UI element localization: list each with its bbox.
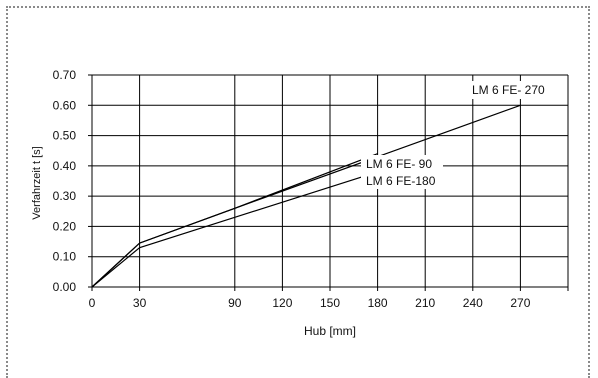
x-tick-label-90: 90	[228, 296, 242, 310]
y-tick-label-0.20: 0.20	[53, 219, 77, 233]
y-tick-label-0.40: 0.40	[53, 159, 77, 173]
x-tick-label-150: 150	[320, 296, 340, 310]
label-box-270	[466, 81, 566, 99]
x-tick-label-240: 240	[463, 296, 483, 310]
x-tick-label-210: 210	[415, 296, 435, 310]
series-label-180: LM 6 FE-180	[366, 174, 436, 188]
y-tick-label-0.10: 0.10	[53, 250, 77, 264]
x-tick-label-120: 120	[272, 296, 292, 310]
y-tick-label-0.30: 0.30	[53, 189, 77, 203]
series-label-270: LM 6 FE- 270	[472, 83, 545, 97]
y-tick-label-0.70: 0.70	[53, 68, 77, 82]
series-line-2	[91, 153, 378, 288]
label-box-90-180	[361, 155, 443, 189]
y-axis-label: Verfahrzeit t [s]	[31, 146, 43, 219]
x-tick-label-0: 0	[89, 296, 96, 310]
series-label-90: LM 6 FE- 90	[366, 157, 432, 171]
x-tick-label-270: 270	[510, 296, 530, 310]
tick-labels: 0 30 90 120 150 180 210 240 270 0.00 0.10 0.20 0.30 0…	[53, 68, 531, 310]
y-tick-label-0.60: 0.60	[53, 98, 77, 112]
series-line-3	[91, 171, 378, 288]
x-tick-label-30: 30	[133, 296, 147, 310]
x-axis-label: Hub [mm]	[304, 324, 356, 338]
x-tick-label-180: 180	[368, 296, 388, 310]
grid	[88, 74, 569, 291]
series-labels: LM 6 FE- 270 LM 6 FE- 90 LM 6 FE-180	[361, 81, 566, 189]
chart-frame	[6, 6, 590, 378]
y-tick-label-0.00: 0.00	[53, 280, 77, 294]
y-tick-label-0.50: 0.50	[53, 129, 77, 143]
